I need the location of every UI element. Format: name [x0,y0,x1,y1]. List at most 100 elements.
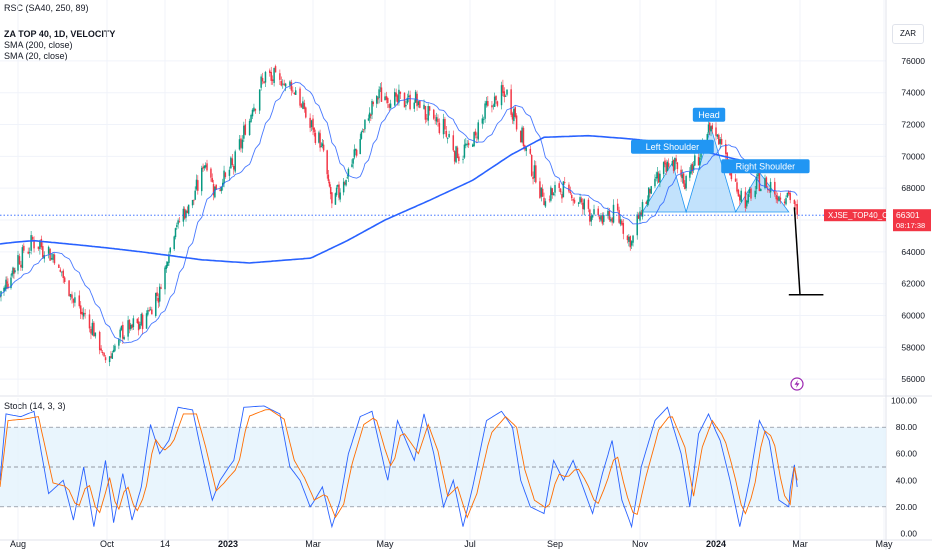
candle-body [165,264,168,269]
candle-body [187,204,190,214]
right-shoulder-label[interactable]: Right Shoulder [721,159,810,174]
candle-body [657,173,660,183]
stoch-lines [0,405,798,529]
candle-body [659,173,661,183]
candle-body [533,165,536,179]
candle-body [419,100,421,108]
candle-body [220,187,223,191]
candle-body [335,187,338,196]
candle-body [319,133,321,148]
time-tick-label: 14 [160,539,170,549]
candle-body [768,189,770,191]
candle-body [174,228,177,238]
head-label-bg [692,107,726,122]
candle-body [72,298,75,303]
stoch-band [0,426,886,508]
candle-body [779,197,782,200]
candle-body [271,79,274,81]
time-tick-label: Sep [547,539,563,549]
candle-body [339,192,341,200]
candle-body [10,277,12,289]
sma20-line [0,81,798,344]
candle-body [632,235,634,243]
candle-body [629,236,631,248]
sma200-legend[interactable]: SMA (200, close) [4,40,73,50]
candle-body [231,158,234,165]
candle-body [120,325,123,330]
candle-body [363,129,365,131]
candle-body [559,188,562,193]
candle-body [493,96,496,107]
candle-body [88,314,91,329]
candle-body [769,181,772,193]
pattern-labels[interactable]: Left Shoulder Head Right Shoulder [630,107,810,174]
time-tick-label: Mar [792,539,808,549]
candle-body [33,240,35,249]
annotations[interactable] [788,207,824,391]
candle-body [666,161,669,172]
candle-body [662,162,665,175]
candle-body [530,155,533,176]
candle-body [68,280,70,297]
candle-body [522,127,525,146]
candle-body [513,108,515,122]
candle-body [147,310,149,315]
candle-body [640,212,642,216]
candle-body [709,122,711,131]
candle-body [434,119,436,121]
candle-body [112,349,115,353]
candle-body [775,195,777,200]
candle-body [551,188,554,196]
candle-body [380,87,383,102]
left-shoulder-label[interactable]: Left Shoulder [630,139,714,154]
candle-body [110,356,112,358]
compare-legend[interactable]: RSC (SA40, 250, 89) [4,3,89,13]
candle-body [149,309,152,311]
candle-body [630,241,633,246]
candle-body [406,97,409,104]
candle-body [294,90,297,95]
time-tick-label: 2024 [706,539,726,549]
candle-body [273,68,275,83]
candle-body [590,216,592,222]
candle-body [58,264,60,269]
candle-body [577,202,580,204]
candle-body [706,134,709,143]
candle-body [305,107,307,118]
candle-body [672,159,675,171]
candle-body [622,223,625,234]
candle-body [211,178,213,183]
candle-body [783,201,786,204]
candle-body [201,167,203,192]
symbol-badge-text: XJSE_TOP40_CFD [828,211,899,220]
chart-title[interactable]: ZA TOP 40, 1D, VELOCITY [4,29,116,39]
candle-body [685,176,687,189]
candle-body [289,81,291,86]
candle-body [796,204,798,215]
candle-body [185,210,187,218]
candle-body [515,115,518,130]
right-shoulder-label-bg [721,159,810,174]
candle-body [572,198,574,201]
candle-body [141,314,144,330]
candle-body [378,89,380,99]
candle-body [754,190,756,198]
candle-body [371,100,373,115]
candle-body [646,199,649,205]
currency-button[interactable]: ZAR [892,24,924,44]
candle-body [132,318,135,328]
candle-body [626,235,629,241]
stoch-legend[interactable]: Stoch (14, 3, 3) [4,401,66,411]
candle-body [715,127,717,136]
candle-body [636,214,638,236]
candle-body [21,247,24,268]
stoch-tick-label: 40.00 [896,475,918,485]
candle-body [31,236,34,240]
candle-body [647,187,650,202]
candle-body [694,155,696,166]
head-label[interactable]: Head [692,107,726,122]
candle-body [233,165,235,170]
price-tick-label: 68000 [901,183,925,193]
sma20-legend[interactable]: SMA (20, close) [4,51,68,61]
